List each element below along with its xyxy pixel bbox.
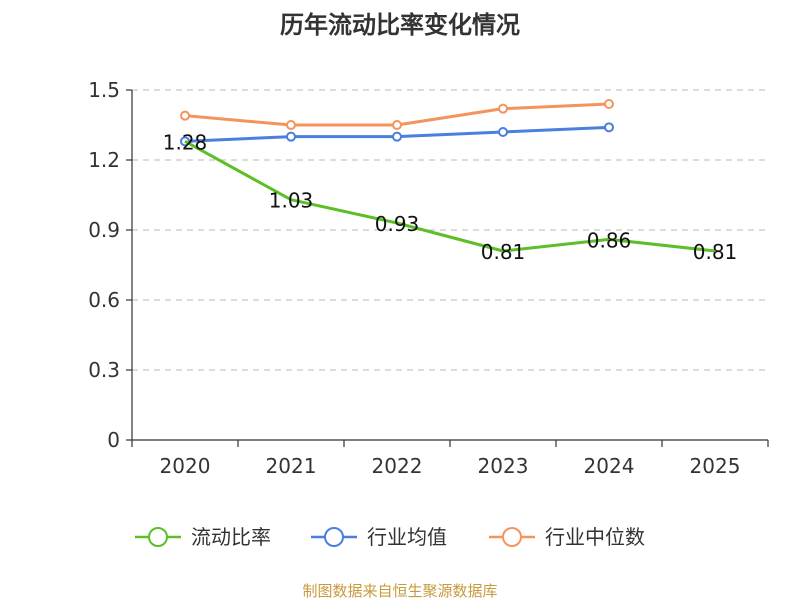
series-point-1[interactable] [286,131,296,142]
x-tick-label: 2022 [372,454,423,478]
data-labels: 1.28 1.03 0.93 0.81 0.86 0.81 [163,130,738,264]
series-point-1[interactable] [392,131,402,142]
legend-item-0[interactable]: 流动比率 [135,525,271,549]
y-tick-label: 1.5 [88,78,120,102]
chart-title: 历年流动比率变化情况 [280,11,520,39]
x-tick-label: 2023 [478,454,529,478]
data-label: 1.03 [269,189,314,213]
series-point-2[interactable] [498,103,508,114]
legend-marker-1 [324,527,344,547]
series-point-1[interactable] [604,122,614,133]
legend-item-2[interactable]: 行业中位数 [489,525,645,549]
x-tick-label: 2024 [584,454,635,478]
axes: 0 0.3 0.6 0.9 1.2 1.5 2020 2021 2022 2023 2024 2025 [88,78,769,478]
grid-lines [132,89,768,371]
source-note: 制图数据来自恒生聚源数据库 [302,582,497,600]
legend[interactable]: 流动比率 行业均值 行业中位数 [135,525,645,549]
legend-item-1[interactable]: 行业均值 [311,525,447,549]
series-point-1[interactable] [498,127,508,137]
series-point-2[interactable] [604,99,614,109]
data-label: 0.81 [693,240,738,264]
y-tick-label: 0.3 [88,358,120,382]
legend-marker-2 [502,527,522,547]
x-tick-label: 2025 [690,454,741,478]
series-point-2[interactable] [392,120,402,130]
y-tick-label: 0.6 [88,288,120,312]
y-tick-label: 1.2 [88,148,120,172]
data-label: 1.28 [163,130,208,154]
series-point-2[interactable] [180,110,190,121]
legend-marker-0 [148,527,168,547]
y-tick-label: 0.9 [88,218,120,242]
data-label: 0.86 [587,228,632,252]
legend-label-0: 流动比率 [191,525,271,549]
x-tick-label: 2020 [160,454,211,478]
series-line-0 [184,140,716,253]
y-tick-label: 0 [107,428,120,452]
x-tick-label: 2021 [266,454,317,478]
data-label: 0.93 [375,212,420,236]
data-label: 0.81 [481,240,526,264]
legend-label-2: 行业中位数 [545,525,645,549]
legend-label-1: 行业均值 [367,525,447,549]
series-group [180,99,716,253]
series-point-2[interactable] [286,120,296,130]
